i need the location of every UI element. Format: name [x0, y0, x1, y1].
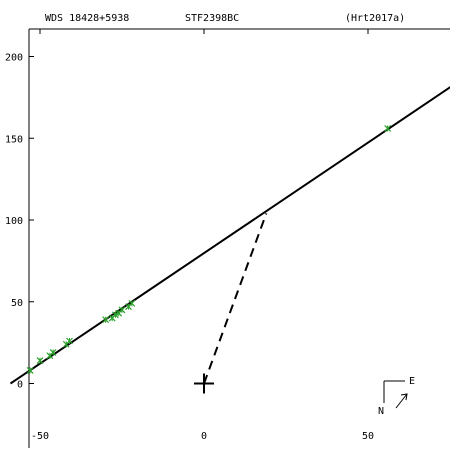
y-tick-label: 150 — [5, 134, 23, 145]
observation-point — [49, 349, 57, 356]
orbit-lines — [9, 86, 450, 385]
node-line — [203, 213, 268, 384]
pair-id: STF2398BC — [185, 13, 239, 24]
y-tick-label: 200 — [5, 53, 23, 64]
compass-arrow-icon — [395, 393, 408, 409]
observation-point — [102, 316, 110, 324]
x-tick-label: -50 — [31, 431, 49, 442]
observation-point — [128, 299, 136, 307]
observation-points — [26, 125, 392, 374]
observation-point — [66, 337, 73, 345]
compass-north-label: N — [378, 406, 384, 417]
plot-frame — [28, 28, 450, 448]
y-tick-label: 100 — [5, 216, 23, 227]
observation-point — [384, 125, 392, 132]
wds-id: WDS 18428+5938 — [45, 13, 129, 24]
observation-point — [118, 306, 126, 314]
observation-point — [112, 311, 119, 319]
reference: (Hrt2017a) — [345, 13, 405, 24]
observation-point — [36, 357, 44, 365]
axis-ticks: -100-50050100150050100150200 — [5, 29, 374, 442]
orbit-fit-line — [9, 86, 450, 385]
observation-point — [26, 366, 34, 374]
x-tick-label: 0 — [201, 431, 207, 442]
compass-east-label: E — [409, 376, 415, 387]
x-tick-label: 50 — [362, 431, 374, 442]
y-tick-label: 50 — [11, 298, 23, 309]
y-tick-label: 0 — [17, 380, 23, 391]
primary-star-marker — [194, 373, 214, 394]
compass: E N — [378, 376, 415, 417]
